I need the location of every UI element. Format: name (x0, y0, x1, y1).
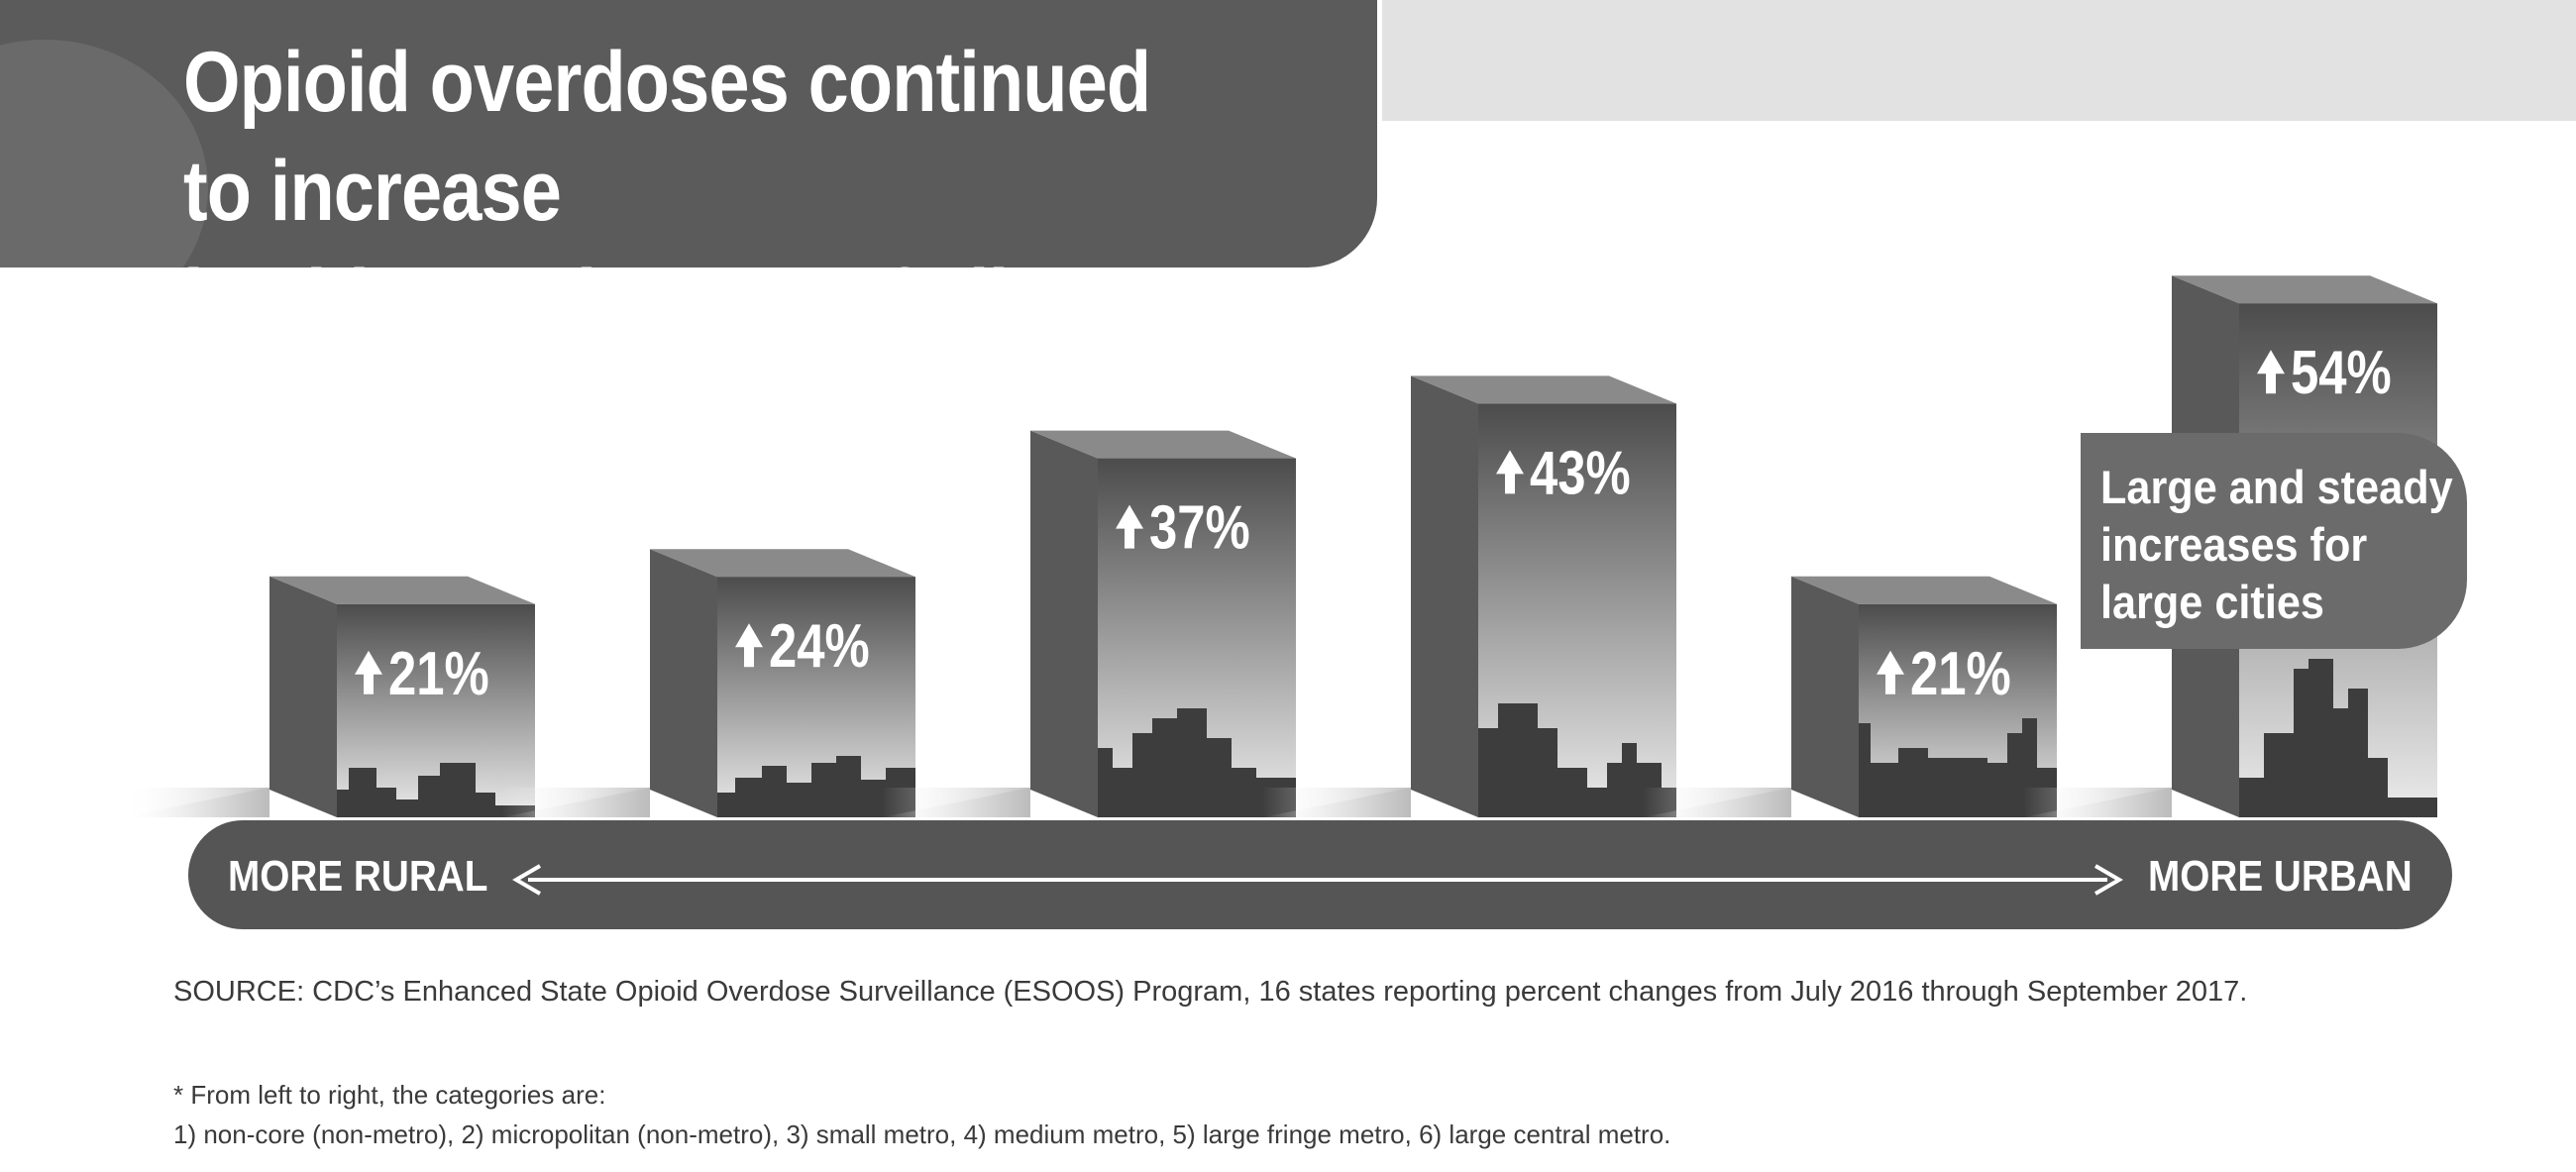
bar-floor-shadow (501, 788, 650, 817)
chart-title: Opioid overdoses continued to increase i… (183, 35, 1151, 267)
bar-value-label: 24% (769, 613, 870, 682)
bar-chart: 21% 24% 37% 43% 21% 54% (121, 275, 2437, 817)
axis-label-urban: MORE URBAN (2148, 852, 2413, 901)
bar-floor-shadow (882, 788, 1030, 817)
bar-floor-shadow (1643, 788, 1791, 817)
rural-urban-axis (188, 820, 2452, 929)
up-arrow-icon (1116, 504, 1143, 549)
bar-side-face (1411, 375, 1478, 817)
up-arrow-icon (1496, 450, 1524, 494)
bar-side-face (1791, 576, 1859, 817)
source-note: SOURCE: CDC’s Enhanced State Opioid Over… (173, 976, 2248, 1008)
bar-top-face (269, 576, 535, 604)
up-arrow-icon (1877, 650, 1904, 694)
axis-label-rural: MORE RURAL (228, 852, 488, 901)
double-arrow-icon (512, 864, 2123, 896)
bar-side-face (1030, 430, 1098, 817)
bar-top-face (1411, 375, 1676, 404)
bar-value-label: 54% (2291, 340, 2392, 408)
bar-top-face (2172, 275, 2437, 304)
bar-top-face (1030, 430, 1296, 459)
callout-box: Large and steady increases for large cit… (2081, 433, 2467, 649)
bar-skyline (717, 756, 915, 817)
bar-top-face (650, 549, 915, 578)
footnote: * From left to right, the categories are… (173, 1075, 1670, 1154)
title-banner: Opioid overdoses continued to increase i… (0, 0, 1377, 267)
footnote-line-2: 1) non-core (non-metro), 2) micropolitan… (173, 1119, 1671, 1149)
up-arrow-icon (355, 650, 382, 694)
bar-skyline (1098, 708, 1296, 817)
bar-side-face (650, 549, 717, 817)
header-accent-band (1382, 0, 2576, 121)
bar-value-label: 21% (1910, 640, 2011, 708)
bar-skyline (2239, 659, 2437, 817)
bar-skyline (337, 763, 535, 817)
up-arrow-icon (2257, 350, 2285, 394)
bar-side-face (269, 576, 337, 817)
bar-skyline (1859, 718, 2057, 817)
up-arrow-icon (735, 623, 763, 668)
footnote-line-1: * From left to right, the categories are… (173, 1080, 606, 1110)
bar-top-face (1791, 576, 2057, 604)
callout-text: Large and steady increases for large cit… (2100, 461, 2453, 628)
bar-floor-shadow (2023, 788, 2172, 817)
bar-value-label: 21% (388, 640, 489, 708)
bar-value-label: 43% (1530, 440, 1631, 508)
bar-skyline (1478, 703, 1676, 817)
bar-floor-shadow (1262, 788, 1411, 817)
bar-floor-shadow (121, 788, 269, 817)
bar-value-label: 37% (1149, 494, 1250, 563)
